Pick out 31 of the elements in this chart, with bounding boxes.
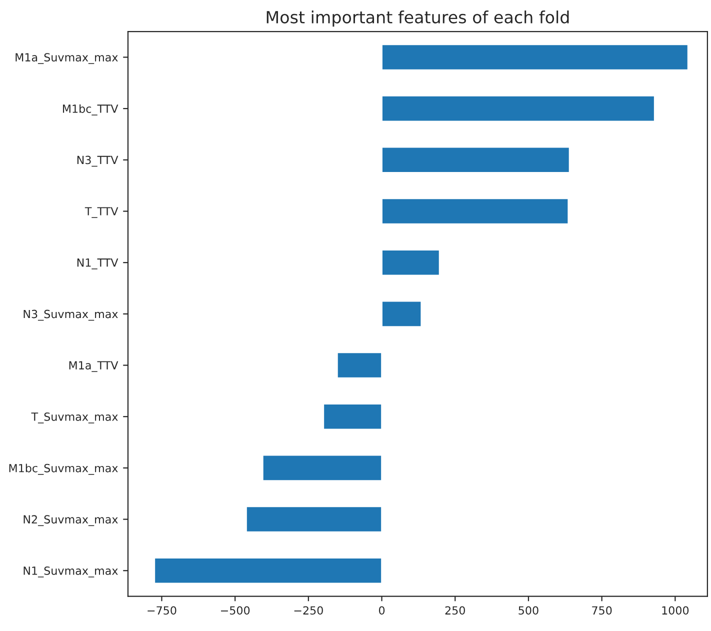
x-tick-label: 1000 <box>662 606 689 615</box>
x-tick-label: 500 <box>518 606 538 615</box>
bar <box>381 146 570 174</box>
bar <box>381 198 570 225</box>
x-tick-label: −250 <box>294 606 323 615</box>
y-tick-label: T_TTV <box>84 207 118 218</box>
x-tick-label: −750 <box>148 606 176 615</box>
y-tick-label: M1bc_Suvmax_max <box>9 464 118 475</box>
y-tick-label: M1a_Suvmax_max <box>16 53 118 64</box>
x-tick-label: 0 <box>378 606 385 615</box>
bar <box>381 249 440 276</box>
bar <box>322 403 382 430</box>
y-tick-label: M1a_TTV <box>69 361 118 372</box>
x-tick-label: 750 <box>592 606 612 615</box>
y-tick-label: N3_TTV <box>77 156 118 167</box>
bar <box>381 44 689 71</box>
x-tick-label: 250 <box>445 606 465 615</box>
y-tick-label: N2_Suvmax_max <box>24 515 118 526</box>
bar <box>154 557 382 584</box>
y-tick-label: T_Suvmax_max <box>31 412 118 424</box>
y-tick-label: N1_TTV <box>77 258 118 270</box>
y-tick-label: N3_Suvmax_max <box>24 310 118 321</box>
chart-title: Most important features of each fold <box>266 10 569 27</box>
y-tick-label: N1_Suvmax_max <box>24 566 118 578</box>
bar <box>381 300 422 328</box>
y-tick-label: M1bc_TTV <box>62 104 118 116</box>
bar <box>336 352 382 379</box>
bar <box>381 95 656 122</box>
x-tick-label: −500 <box>220 606 250 615</box>
bar <box>262 454 382 482</box>
bar <box>246 506 382 533</box>
